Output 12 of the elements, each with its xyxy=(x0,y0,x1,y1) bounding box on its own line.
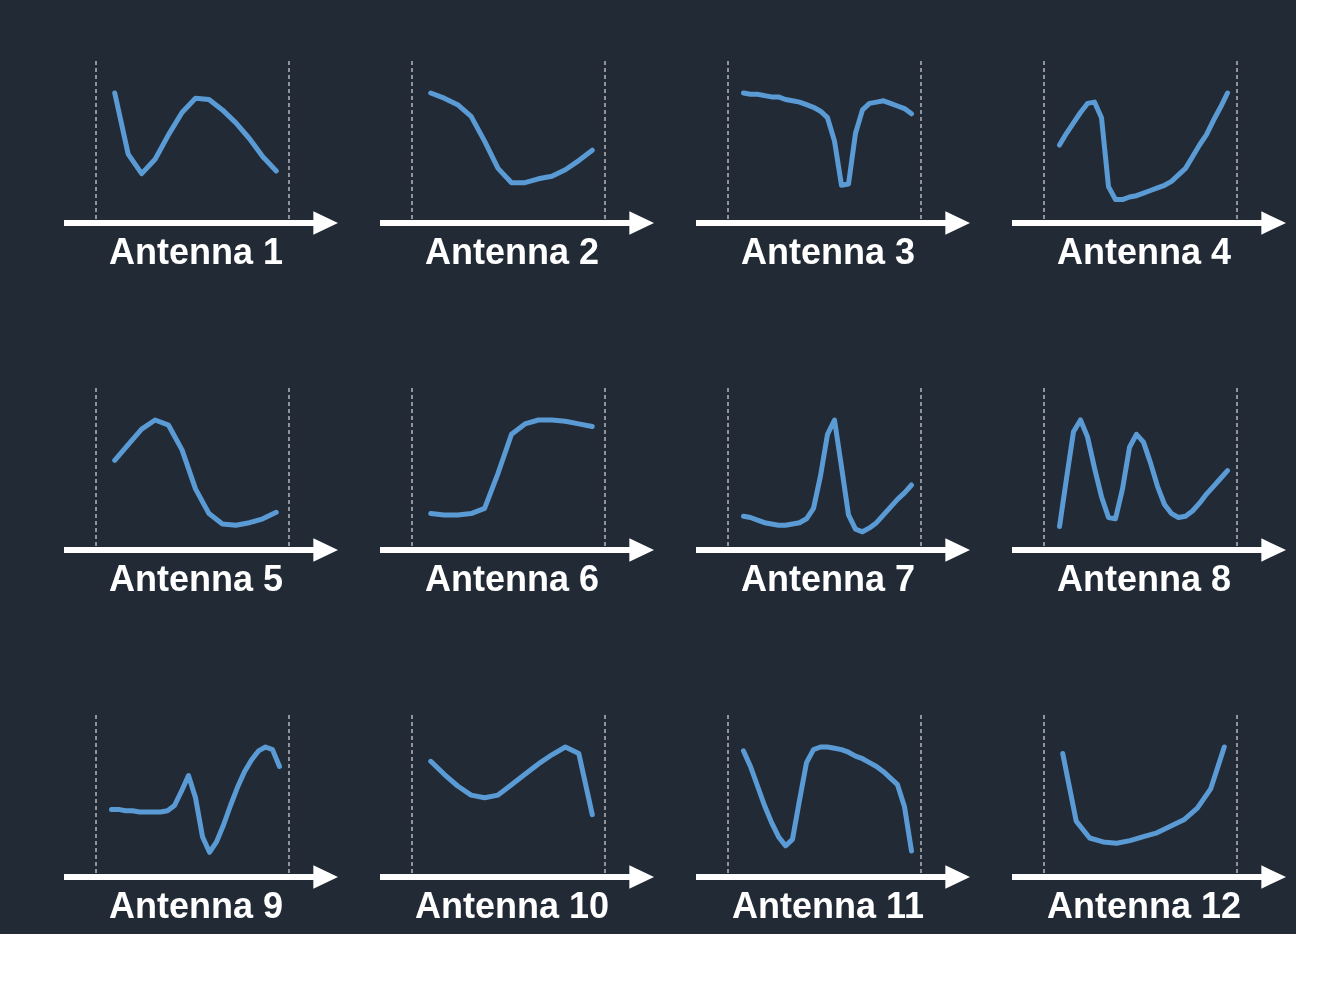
x-axis-title: Antenna 3 xyxy=(740,230,916,272)
x-axis-title: Antenna 4 xyxy=(1056,230,1232,272)
x-axis-title: Antenna 1 xyxy=(108,230,284,272)
x-axis-title: Antenna 10 xyxy=(414,884,610,926)
x-axis-title: Antenna 11 xyxy=(731,884,925,926)
x-axis-title: Antenna 5 xyxy=(108,557,284,599)
x-axis-title: Antenna 9 xyxy=(108,884,284,926)
x-axis-title: Antenna 8 xyxy=(1056,557,1232,599)
x-axis-title: Antenna 12 xyxy=(1046,884,1242,926)
x-axis-title: Antenna 2 xyxy=(424,230,600,272)
x-axis-title: Antenna 7 xyxy=(740,557,916,599)
x-axis-title: Antenna 6 xyxy=(424,557,600,599)
